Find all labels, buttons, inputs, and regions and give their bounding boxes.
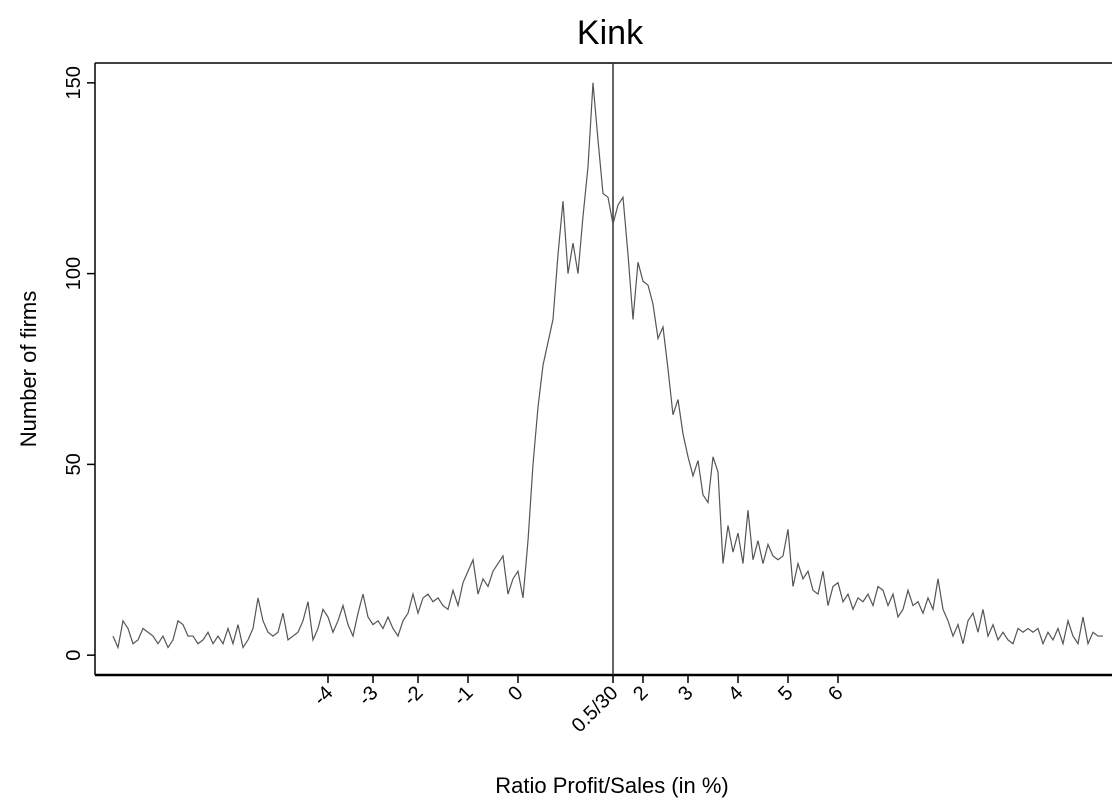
x-tick-label: -1 [449, 682, 477, 710]
data-line [112, 82, 1103, 650]
x-axis-label: Ratio Profit/Sales (in %) [495, 773, 729, 798]
x-tick-label: 3 [674, 682, 697, 705]
x-tick-label: 5 [774, 682, 797, 705]
x-tick-label: 6 [824, 682, 847, 705]
y-axis-label: Number of firms [16, 291, 41, 447]
x-tick-label: -2 [399, 682, 427, 710]
y-tick-label: 0 [63, 650, 85, 661]
y-tick-label: 100 [63, 257, 85, 290]
x-tick-label: 2 [629, 682, 652, 705]
x-tick-label: -4 [309, 682, 337, 710]
y-tick-label: 150 [63, 66, 85, 99]
x-tick-label: -3 [354, 682, 382, 710]
chart-title: Kink [577, 14, 644, 52]
x-tick-label: 0 [504, 682, 527, 705]
x-tick-label: 0.5/30 [568, 682, 623, 737]
x-tick-label: 4 [724, 682, 747, 705]
y-tick-label: 50 [63, 453, 85, 475]
